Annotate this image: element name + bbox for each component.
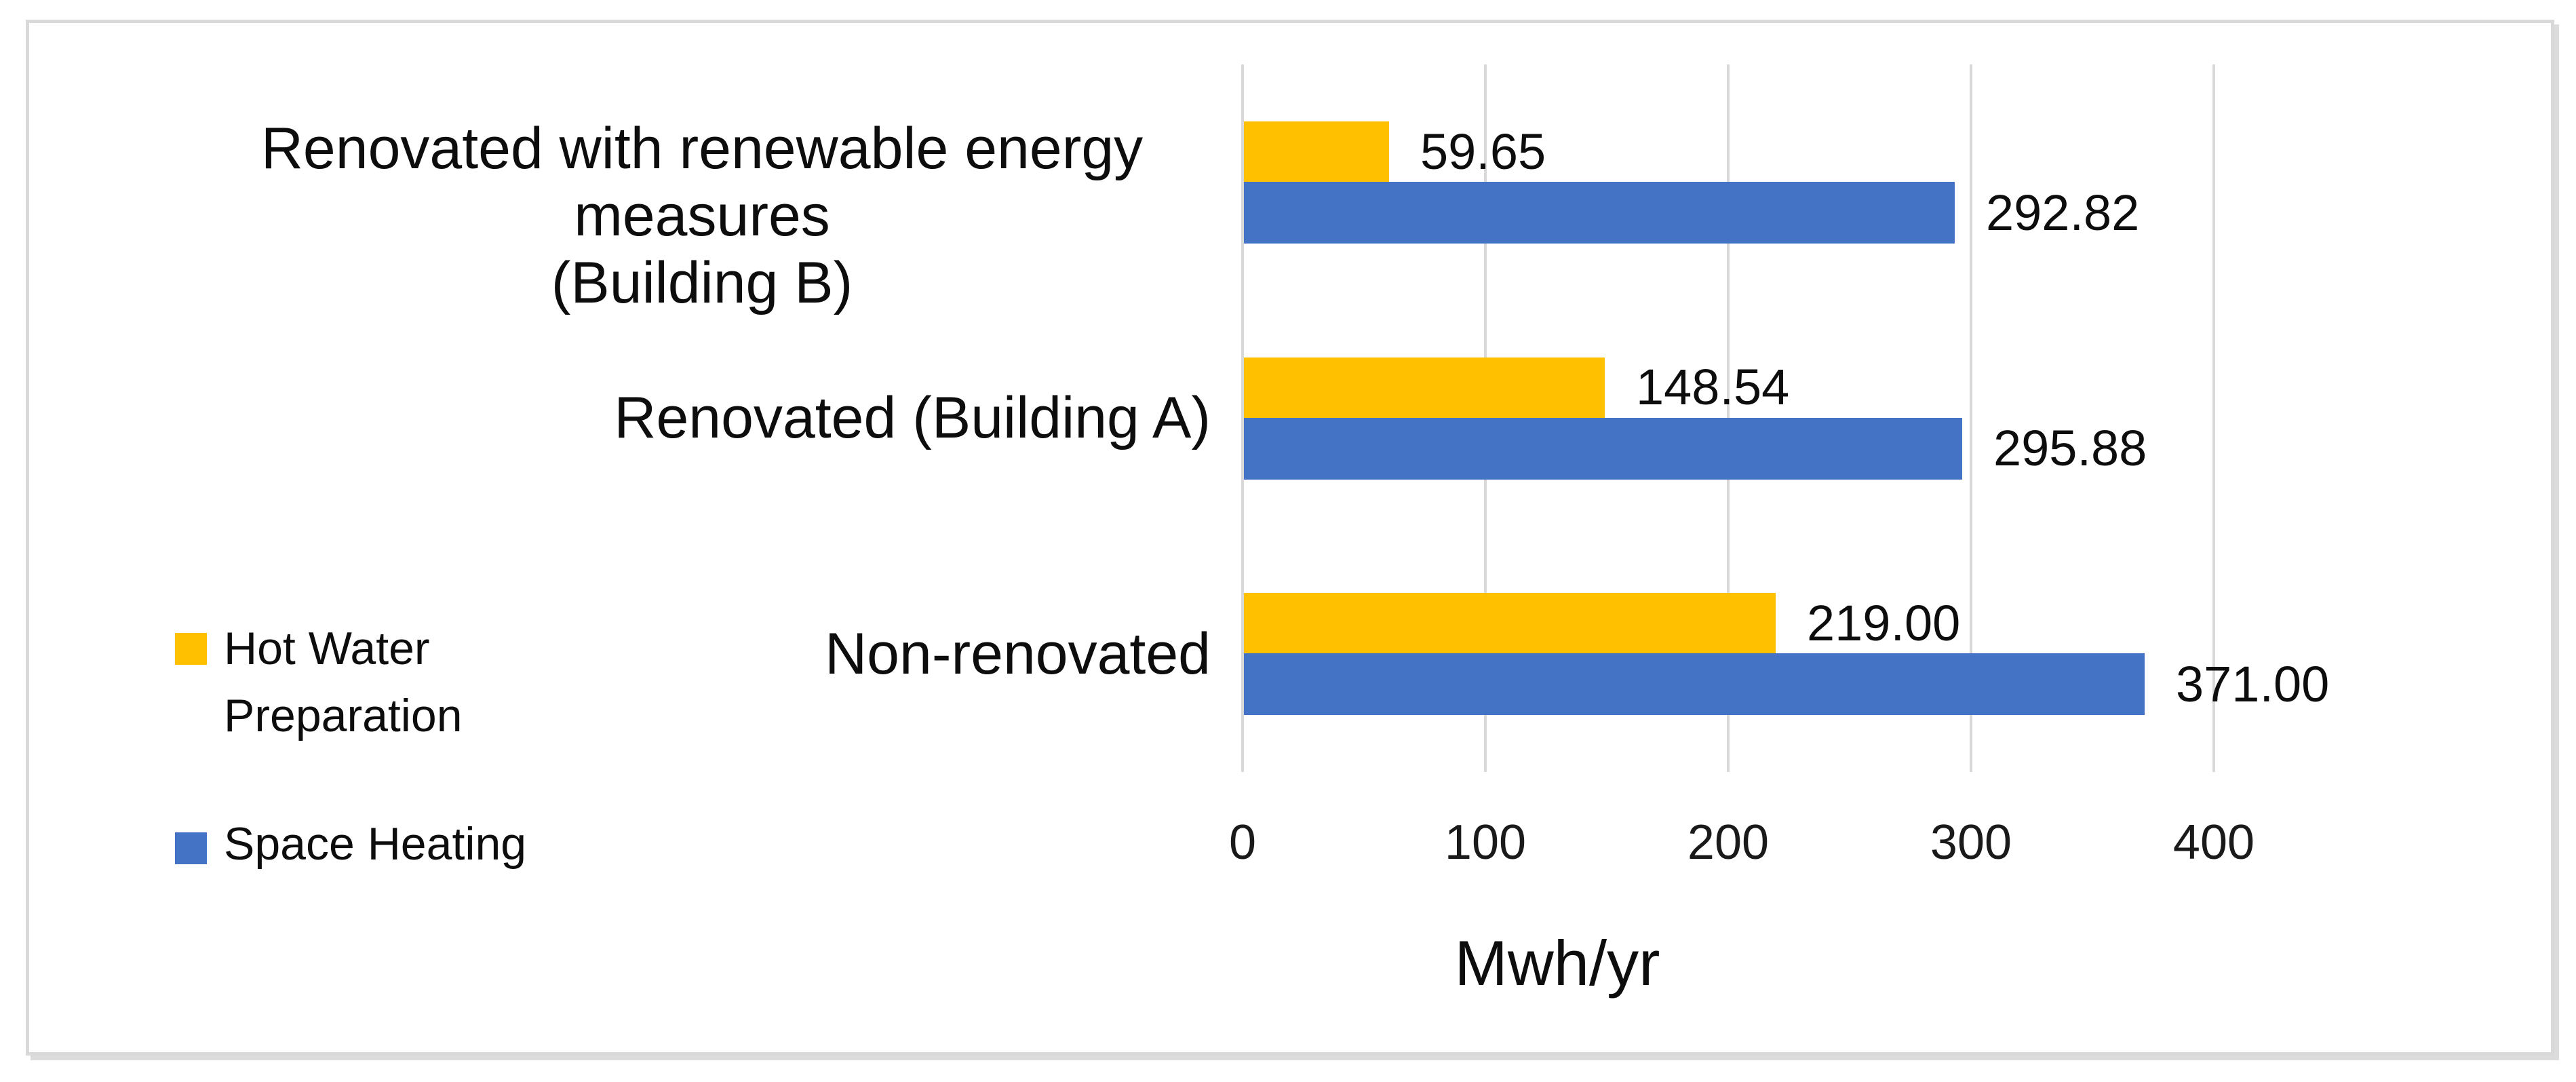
legend-marker-hot-water-icon	[175, 633, 207, 665]
category-label: Renovated with renewable energy measures…	[260, 116, 1144, 315]
value-label: 371.00	[2176, 656, 2330, 712]
x-tick-label: 400	[2172, 815, 2255, 870]
x-axis-title: Mwh/yr	[1454, 927, 1660, 999]
value-label: 59.65	[1420, 123, 1546, 180]
gridline	[1970, 64, 1972, 772]
value-label: 292.82	[1986, 185, 2140, 241]
bar-space-heating	[1244, 182, 1955, 244]
bar-hot-water-preparation	[1244, 593, 1776, 653]
bar-hot-water-preparation	[1244, 358, 1605, 418]
x-tick-label: 300	[1930, 815, 2012, 870]
category-label: Renovated (Building A)	[614, 385, 1211, 450]
value-label: 295.88	[1993, 420, 2147, 476]
category-label: Non-renovated	[825, 621, 1211, 687]
legend-marker-space-heating-icon	[175, 832, 207, 864]
value-label: 219.00	[1807, 595, 1961, 651]
legend-label-space-heating: Space Heating	[224, 818, 527, 870]
bar-space-heating	[1244, 653, 2145, 715]
gridline	[2212, 64, 2215, 772]
bar-hot-water-preparation	[1244, 121, 1389, 182]
x-tick-label: 0	[1228, 815, 1257, 870]
x-tick-label: 100	[1444, 815, 1527, 870]
plot-area	[1241, 64, 2215, 772]
bar-space-heating	[1244, 418, 1962, 480]
value-label: 148.54	[1636, 359, 1790, 415]
x-tick-label: 200	[1687, 815, 1770, 870]
legend-label-hot-water: Hot Water Preparation	[224, 623, 463, 741]
gridline	[1241, 64, 1244, 772]
chart-frame	[26, 20, 2554, 1056]
